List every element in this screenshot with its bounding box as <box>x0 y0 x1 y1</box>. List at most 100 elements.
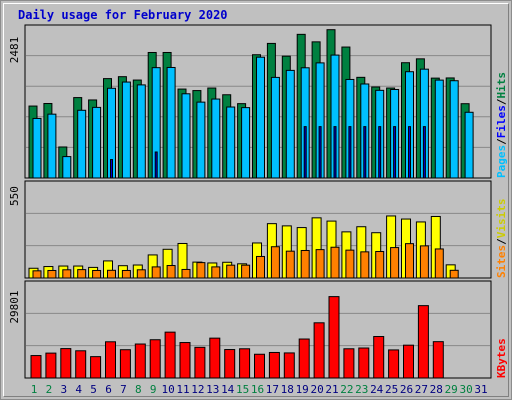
kbytes-bar <box>298 338 310 379</box>
sites-bar <box>226 264 236 279</box>
day-label: 3 <box>60 383 67 396</box>
day-label: 2 <box>46 383 53 396</box>
files-bar <box>449 80 459 179</box>
sites-bar <box>181 268 191 279</box>
files-bar <box>211 98 221 179</box>
kbytes-bar <box>119 349 131 379</box>
files-bar <box>181 93 191 179</box>
day-label: 20 <box>310 383 323 396</box>
files-bar <box>464 111 474 179</box>
sites-bar <box>375 251 385 279</box>
kbytes-bar <box>358 347 370 379</box>
pages-bar <box>422 126 426 179</box>
kbytes-bar <box>105 341 116 379</box>
sites-bar <box>390 247 400 279</box>
pages-bar <box>154 151 158 179</box>
kbytes-bar <box>373 336 385 379</box>
files-bar <box>136 84 146 179</box>
day-label: 24 <box>370 383 384 396</box>
sites-bar <box>405 243 414 279</box>
legend-pages: Pages <box>495 145 508 178</box>
sites-bar <box>270 246 280 279</box>
day-label: 6 <box>105 383 112 396</box>
sites-bar <box>345 249 355 279</box>
pages-bar <box>318 126 322 179</box>
panel-2-max-label: 29801 <box>8 290 21 323</box>
files-bar <box>77 109 87 179</box>
sites-bar <box>256 255 265 279</box>
day-label: 1 <box>31 383 38 396</box>
day-label: 29 <box>445 383 458 396</box>
panel-2-legend: KBytes <box>495 338 508 378</box>
files-bar <box>196 101 206 179</box>
kbytes-bar <box>417 305 429 379</box>
kbytes-bar <box>194 346 206 379</box>
sites-bar <box>449 269 459 279</box>
files-bar <box>434 79 444 179</box>
panel-1-legend: Sites/Visits <box>495 199 508 279</box>
pages-bar <box>110 159 113 179</box>
sites-bar <box>151 266 161 279</box>
files-bar <box>32 117 42 179</box>
files-bar <box>270 76 280 179</box>
kbytes-bar <box>209 337 221 379</box>
kbytes-bar <box>328 296 340 379</box>
day-label: 4 <box>75 383 82 396</box>
chart-title: Daily usage for February 2020 <box>18 8 228 22</box>
sites-bar <box>107 269 116 279</box>
sites-bar <box>241 264 251 279</box>
legend-sites: Sites <box>495 245 508 278</box>
files-bar <box>166 66 176 179</box>
sites-bar <box>121 269 131 279</box>
pages-bar <box>333 126 337 179</box>
kbytes-bar <box>179 342 191 379</box>
files-bar <box>47 113 57 179</box>
kbytes-bar <box>90 356 102 379</box>
day-label: 18 <box>281 383 294 396</box>
sites-bar <box>285 250 295 279</box>
kbytes-bar <box>60 348 72 379</box>
sites-bar <box>136 269 146 279</box>
day-label: 7 <box>120 383 127 396</box>
kbytes-bar <box>313 322 325 379</box>
files-bar <box>241 107 251 179</box>
day-label: 26 <box>400 383 413 396</box>
panel-0-max-label: 2481 <box>8 37 21 64</box>
day-label: 9 <box>150 383 157 396</box>
panel-0-legend: Pages/Files/Hits <box>495 72 508 178</box>
day-label: 5 <box>90 383 97 396</box>
kbytes-bar <box>268 351 280 379</box>
sites-bar <box>196 262 206 279</box>
pages-bar <box>378 126 382 179</box>
pages-bar <box>348 126 352 179</box>
sites-bar <box>300 249 310 279</box>
legend-visits: Visits <box>495 199 508 239</box>
kbytes-bar <box>388 349 400 379</box>
day-label: 17 <box>266 383 279 396</box>
day-label: 11 <box>176 383 189 396</box>
kbytes-bar <box>403 344 414 379</box>
day-label: 31 <box>474 383 487 396</box>
kbytes-bar <box>75 350 87 379</box>
kbytes-bar <box>224 349 236 379</box>
kbytes-bar <box>283 352 295 379</box>
sites-bar <box>211 266 221 279</box>
day-label: 8 <box>135 383 142 396</box>
kbytes-bar <box>343 348 355 379</box>
sites-bar <box>166 265 176 279</box>
day-label: 23 <box>355 383 368 396</box>
kbytes-bar <box>239 348 251 379</box>
pages-bar <box>393 126 397 179</box>
files-bar <box>226 106 236 179</box>
sites-bar <box>62 269 72 279</box>
legend-slash: / <box>495 138 508 145</box>
kbytes-bar <box>254 353 265 379</box>
sites-bar <box>77 269 87 279</box>
legend-slash: / <box>495 98 508 105</box>
pages-bar <box>303 126 307 179</box>
kbytes-bar <box>164 331 176 379</box>
day-label: 16 <box>251 383 264 396</box>
day-label: 30 <box>459 383 472 396</box>
sites-bar <box>360 251 370 279</box>
